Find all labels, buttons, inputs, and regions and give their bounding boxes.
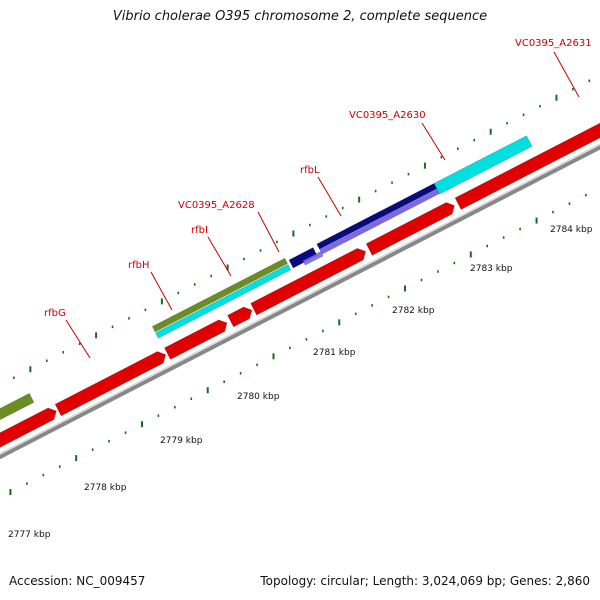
gene-leader-line <box>207 236 232 277</box>
scale-label: 2781 kbp <box>313 348 356 358</box>
gene-leader-line <box>553 51 580 98</box>
gene-leader-line <box>65 319 91 359</box>
gene-label: rfbI <box>191 225 208 236</box>
gene-leader-line <box>421 122 446 161</box>
reverse-cds-1 <box>0 407 57 448</box>
gene-label: rfbG <box>44 308 66 319</box>
scale-label: 2779 kbp <box>160 436 203 446</box>
scale-label: 2782 kbp <box>392 306 435 316</box>
reverse-cds-2 <box>54 351 167 417</box>
gene-label: rfbH <box>128 260 150 271</box>
gene-leader-line <box>257 211 280 253</box>
gene-label: rfbL <box>300 165 320 176</box>
gene-label: VC0395_A2631 <box>515 38 592 49</box>
gene-rfbh-cyan <box>155 264 292 339</box>
gene-block-left <box>0 393 35 421</box>
reverse-cds-3 <box>164 319 228 360</box>
gene-rfbi-purple <box>302 251 324 266</box>
backbone-line <box>0 145 600 460</box>
backbone-highlight <box>0 143 600 455</box>
reverse-cds-4 <box>227 306 253 328</box>
scale-label: 2777 kbp <box>8 530 51 540</box>
gene-leader-line <box>150 271 173 311</box>
gene-rfbh-olive <box>151 257 288 333</box>
reverse-cds-5 <box>250 248 366 316</box>
gene-vc2630-cyan <box>433 135 533 195</box>
genome-summary-text: Topology: circular; Length: 3,024,069 bp… <box>260 574 590 588</box>
gene-rfbi-navy <box>288 247 318 269</box>
scale-label: 2783 kbp <box>470 264 513 274</box>
gene-label: VC0395_A2630 <box>349 110 426 121</box>
accession-text: Accession: NC_009457 <box>9 574 146 588</box>
reverse-cds-7 <box>454 122 600 210</box>
reverse-cds-6 <box>365 202 455 256</box>
scale-label: 2780 kbp <box>237 392 280 402</box>
map-title: Vibrio cholerae O395 chromosome 2, compl… <box>112 9 488 24</box>
scale-label: 2778 kbp <box>84 483 127 493</box>
scale-label: 2784 kbp <box>550 225 593 235</box>
gene-label: VC0395_A2628 <box>178 200 255 211</box>
gene-leader-line <box>317 176 342 217</box>
